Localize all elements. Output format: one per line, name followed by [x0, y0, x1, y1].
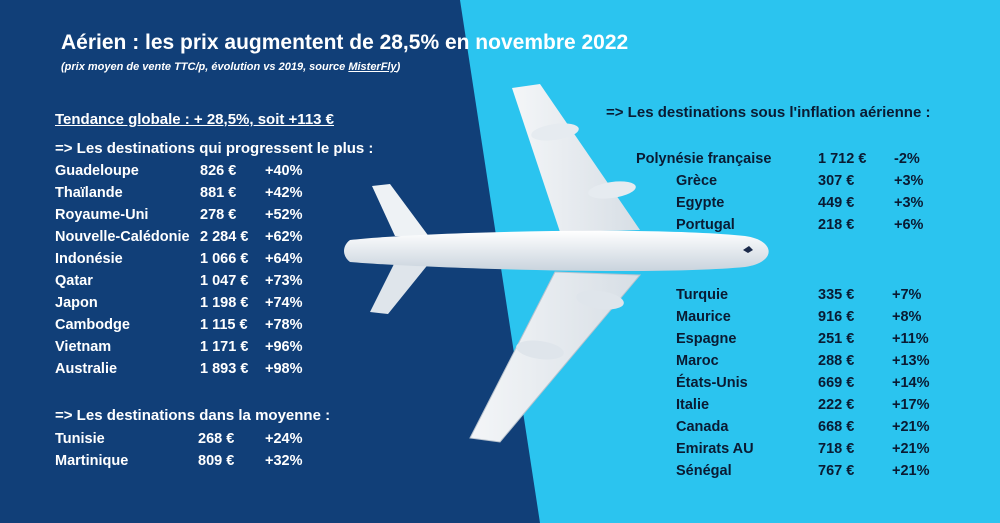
destination-name: Tunisie	[55, 431, 105, 447]
destination-name: Martinique	[55, 453, 129, 469]
destination-change: +11%	[892, 331, 929, 347]
subtitle-source: MisterFly	[348, 61, 397, 73]
destination-name: Indonésie	[55, 251, 123, 267]
subtitle-text: (prix moyen de vente TTC/p, évolution vs…	[61, 61, 349, 73]
destination-name: Cambodge	[55, 317, 130, 333]
destination-change: +96%	[265, 339, 303, 355]
destination-price: 1 115 €	[200, 317, 248, 333]
destination-price: 881 €	[200, 185, 237, 201]
destination-price: 218 €	[818, 217, 855, 233]
page-subtitle: (prix moyen de vente TTC/p, évolution vs…	[61, 61, 400, 73]
destination-name: Canada	[676, 419, 729, 435]
destination-price: 826 €	[200, 163, 237, 179]
destination-price: 668 €	[818, 419, 855, 435]
destination-name: Portugal	[676, 217, 735, 233]
destination-name: Vietnam	[55, 339, 112, 355]
destination-change: +42%	[265, 185, 303, 201]
destination-price: 1 047 €	[200, 273, 249, 289]
destination-price: 335 €	[818, 287, 855, 303]
destination-change: +98%	[265, 361, 303, 377]
destination-change: +7%	[892, 287, 922, 303]
destination-change: +78%	[265, 317, 303, 333]
destination-change: +13%	[892, 353, 930, 369]
destination-price: 278 €	[200, 207, 237, 223]
destination-change: +21%	[892, 463, 930, 479]
section-under-header: => Les destinations sous l'inflation aér…	[606, 104, 931, 121]
destination-change: +64%	[265, 251, 303, 267]
destination-price: 1 712 €	[818, 151, 867, 167]
page-title: Aérien : les prix augmentent de 28,5% en…	[61, 31, 629, 54]
destination-change: +21%	[892, 419, 930, 435]
section-average-header: => Les destinations dans la moyenne :	[55, 407, 331, 424]
destination-price: 449 €	[818, 195, 855, 211]
destination-price: 1 893 €	[200, 361, 249, 377]
destination-name: Nouvelle-Calédonie	[55, 229, 190, 245]
destination-change: +8%	[892, 309, 922, 325]
destination-name: Maroc	[676, 353, 719, 369]
destination-price: 767 €	[818, 463, 855, 479]
destination-change: +21%	[892, 441, 930, 457]
destination-name: Guadeloupe	[55, 163, 139, 179]
destination-change: +74%	[265, 295, 303, 311]
destination-name: Japon	[55, 295, 98, 311]
destination-price: 1 171 €	[200, 339, 249, 355]
destination-name: Qatar	[55, 273, 93, 289]
destination-name: États-Unis	[676, 375, 748, 391]
destination-name: Turquie	[676, 287, 729, 303]
destination-price: 1 066 €	[200, 251, 249, 267]
destination-change: +6%	[894, 217, 924, 233]
destination-price: 268 €	[198, 431, 235, 447]
destination-price: 809 €	[198, 453, 235, 469]
destination-price: 2 284 €	[200, 229, 249, 245]
destination-change: +3%	[894, 173, 924, 189]
destination-price: 718 €	[818, 441, 855, 457]
destination-name: Italie	[676, 397, 710, 413]
destination-change: +3%	[894, 195, 924, 211]
destination-price: 251 €	[818, 331, 855, 347]
destination-price: 669 €	[818, 375, 855, 391]
subtitle-end: )	[396, 61, 401, 73]
destination-name: Espagne	[676, 331, 737, 347]
destination-change: +24%	[265, 431, 303, 447]
destination-price: 222 €	[818, 397, 855, 413]
destination-change: +62%	[265, 229, 303, 245]
destination-name: Australie	[55, 361, 118, 377]
destination-price: 307 €	[818, 173, 855, 189]
destination-change: +73%	[265, 273, 303, 289]
destination-change: +32%	[265, 453, 303, 469]
destination-name: Polynésie française	[636, 151, 772, 167]
destination-name: Emirats AU	[676, 441, 754, 457]
destination-price: 288 €	[818, 353, 855, 369]
destination-price: 916 €	[818, 309, 855, 325]
section-progress-header: => Les destinations qui progressent le p…	[55, 140, 374, 157]
destination-change: -2%	[894, 151, 920, 167]
destination-change: +40%	[265, 163, 303, 179]
destination-change: +14%	[892, 375, 930, 391]
destination-name: Maurice	[676, 309, 731, 325]
destination-price: 1 198 €	[200, 295, 249, 311]
destination-name: Sénégal	[676, 463, 732, 479]
destination-change: +17%	[892, 397, 930, 413]
destination-name: Egypte	[676, 195, 725, 211]
destination-change: +52%	[265, 207, 303, 223]
destination-name: Royaume-Uni	[55, 207, 149, 223]
destination-name: Grèce	[676, 173, 718, 189]
tendance-globale: Tendance globale : + 28,5%, soit +113 €	[55, 111, 335, 128]
destination-name: Thaïlande	[55, 185, 123, 201]
